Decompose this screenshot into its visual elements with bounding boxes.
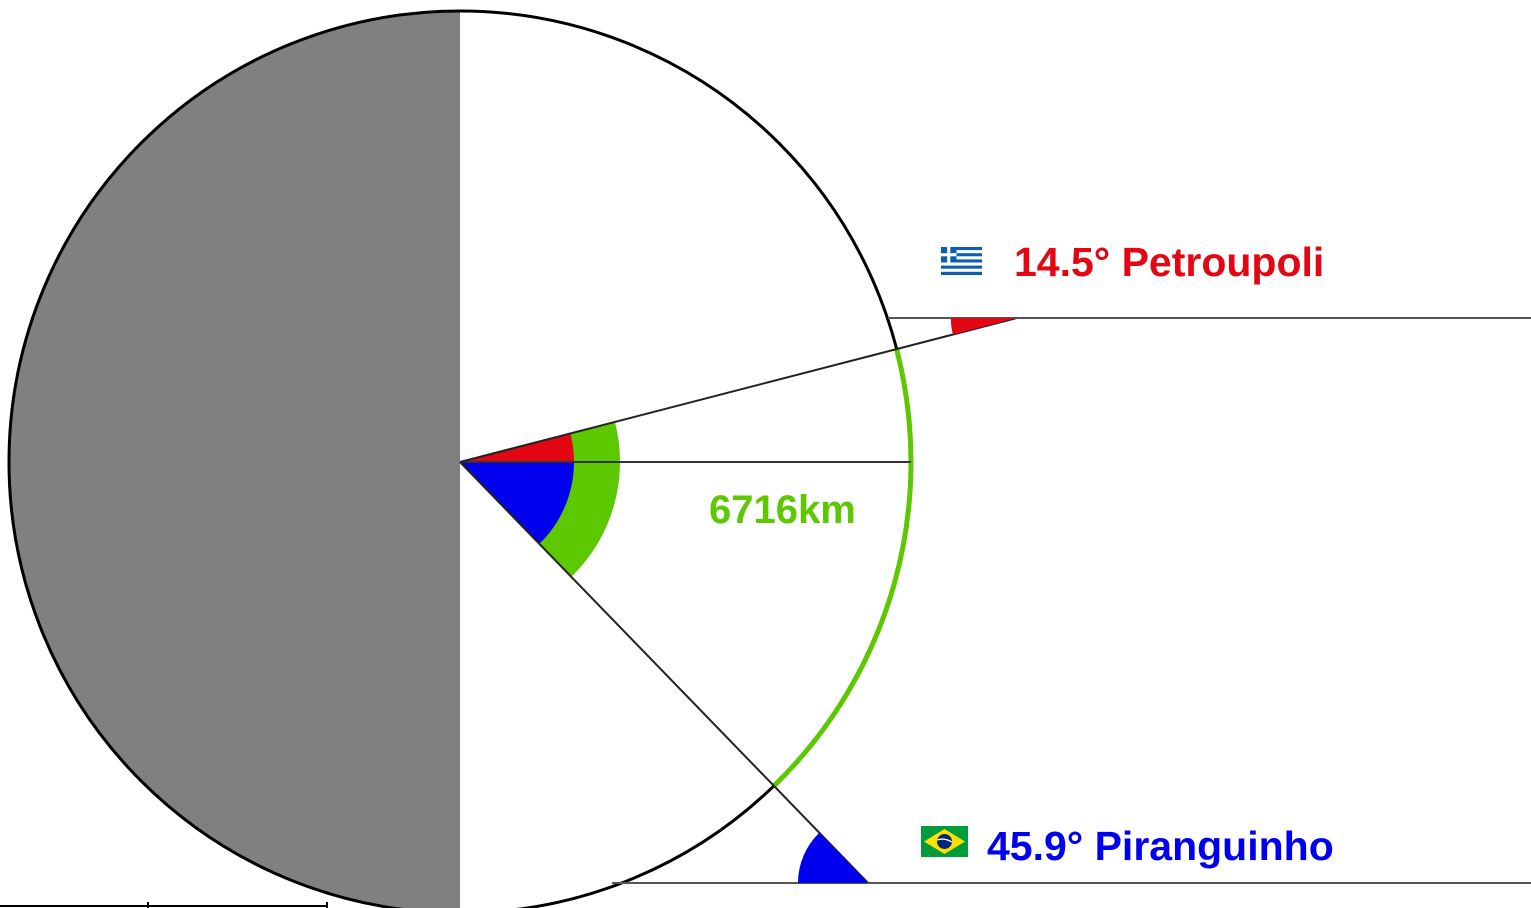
piranguinho-label: 45.9° Piranguinho — [987, 823, 1334, 869]
table-fragment — [0, 902, 328, 908]
sun-ray-piranguinho-line — [459, 461, 869, 884]
sun-ray-petroupoli-line — [459, 317, 1018, 463]
surface-angle-petroupoli-wedge — [950, 318, 1017, 335]
distance-label: 6716km — [709, 488, 856, 532]
earth-dark-half — [9, 11, 460, 908]
distance-arc — [772, 348, 914, 788]
brazil-flag-icon — [921, 826, 968, 857]
center-angle-piranguinho-wedge — [460, 462, 574, 544]
petroupoli-label: 14.5° Petroupoli — [1014, 239, 1324, 285]
greece-flag-icon — [941, 247, 982, 275]
surface-angle-piranguinho-wedge — [798, 832, 868, 883]
